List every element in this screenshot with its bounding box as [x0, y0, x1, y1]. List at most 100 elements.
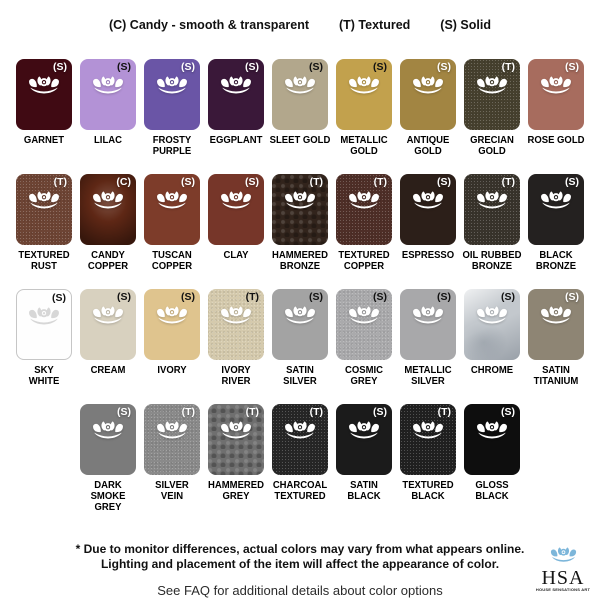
disclaimer-line-1: * Due to monitor differences, actual col… [75, 542, 525, 556]
swatch-satin-titanium: (S) [528, 289, 584, 360]
legend-textured: (T) Textured [339, 18, 411, 32]
finish-type-letter: (S) [565, 61, 579, 73]
finish-type-letter: (S) [53, 61, 67, 73]
swatch-silver-vein: (T) [144, 404, 200, 475]
lotus-icon [284, 305, 316, 326]
swatch-cell-dark-smoke-grey: (S) DARK SMOKE GREY [80, 404, 136, 519]
swatch-cell-cosmic-grey: (S) COSMIC GREY [336, 289, 392, 404]
swatch-hammered-bronze: (T) [272, 174, 328, 245]
swatch-cell-satin-titanium: (S) SATIN TITANIUM [528, 289, 584, 404]
lotus-icon [412, 190, 444, 211]
swatch-label: GRECIAN GOLD [470, 135, 514, 157]
finish-type-letter: (S) [565, 176, 579, 188]
hsa-logo: HSA HOUSE SENSATIONS ART [531, 546, 595, 592]
swatch-cell-ivory-river: (T) IVORY RIVER [208, 289, 264, 404]
swatch-charcoal-textured: (T) [272, 404, 328, 475]
swatch-candy-copper: (C) [80, 174, 136, 245]
lotus-icon [348, 190, 380, 211]
lotus-icon [220, 420, 252, 441]
swatch-cell-hammered-grey: (T) HAMMERED GREY [208, 404, 264, 519]
swatch-label: GARNET [23, 135, 65, 146]
swatch-label: IVORY RIVER [221, 365, 251, 387]
swatch-cell-satin-black: (S) SATIN BLACK [336, 404, 392, 519]
swatch-antique-gold: (S) [400, 59, 456, 130]
finish-type-letter: (S) [117, 406, 131, 418]
lotus-icon [348, 305, 380, 326]
swatch-cell-eggplant: (S) EGGPLANT [208, 59, 264, 174]
finish-type-letter: (T) [437, 406, 451, 418]
lotus-icon [156, 190, 188, 211]
swatch-cell-grecian-gold: (T) GRECIAN GOLD [464, 59, 520, 174]
swatch-label: FROSTY PURPLE [152, 135, 192, 157]
swatch-label: ROSE GOLD [527, 135, 585, 146]
finish-type-letter: (T) [53, 176, 67, 188]
swatch-row-3: (S) SKY WHITE (S) CREAM (S) IVORY (T) IVO… [0, 289, 600, 404]
finish-type-letter: (S) [52, 292, 66, 304]
swatch-cell-lilac: (S) LILAC [80, 59, 136, 174]
swatch-label: GLOSS BLACK [475, 480, 509, 502]
swatch-label: SLEET GOLD [269, 135, 331, 146]
swatch-cell-candy-copper: (C) CANDY COPPER [80, 174, 136, 289]
swatch-eggplant: (S) [208, 59, 264, 130]
swatch-cell-charcoal-textured: (T) CHARCOAL TEXTURED [272, 404, 328, 519]
lotus-icon [284, 190, 316, 211]
swatch-label: ESPRESSO [401, 250, 455, 261]
swatch-gloss-black: (S) [464, 404, 520, 475]
swatch-tuscan-copper: (S) [144, 174, 200, 245]
lotus-icon [284, 75, 316, 96]
finish-type-letter: (S) [117, 291, 131, 303]
lotus-icon [476, 420, 508, 441]
finish-type-letter: (T) [245, 406, 259, 418]
swatch-cell-silver-vein: (T) SILVER VEIN [144, 404, 200, 519]
finish-type-letter: (T) [245, 291, 259, 303]
lotus-icon [28, 190, 60, 211]
hsa-tagline: HOUSE SENSATIONS ART [535, 587, 591, 592]
lotus-icon [476, 75, 508, 96]
lotus-icon [220, 190, 252, 211]
finish-type-letter: (S) [437, 291, 451, 303]
swatch-row-1: (S) GARNET (S) LILAC (S) FROSTY PURPLE (S… [0, 59, 600, 174]
swatch-label: HAMMERED GREY [208, 480, 264, 502]
finish-type-letter: (T) [501, 61, 515, 73]
lotus-icon [540, 190, 572, 211]
swatch-label: SKY WHITE [28, 365, 60, 387]
lotus-icon [540, 305, 572, 326]
swatch-label: CREAM [90, 365, 126, 376]
swatch-rose-gold: (S) [528, 59, 584, 130]
swatch-cell-textured-rust: (T) TEXTURED RUST [16, 174, 72, 289]
finish-type-letter: (S) [373, 406, 387, 418]
swatch-label: SATIN SILVER [283, 365, 317, 387]
lotus-icon [28, 306, 60, 327]
finish-type-letter: (S) [373, 291, 387, 303]
lotus-icon [348, 75, 380, 96]
swatch-cell-oil-rubbed-bronze: (T) OIL RUBBED BRONZE [463, 174, 521, 289]
legend-solid: (S) Solid [440, 18, 491, 32]
lotus-icon [284, 420, 316, 441]
finish-type-letter: (T) [373, 176, 387, 188]
lotus-icon [540, 75, 572, 96]
finish-type-letter: (S) [373, 61, 387, 73]
finish-type-letter: (S) [245, 61, 259, 73]
lotus-icon [476, 190, 508, 211]
finish-type-letter: (T) [309, 406, 323, 418]
finish-type-letter: (S) [245, 176, 259, 188]
swatch-cell-espresso: (S) ESPRESSO [400, 174, 456, 289]
swatch-cell-frosty-purple: (S) FROSTY PURPLE [144, 59, 200, 174]
swatch-label: BLACK BRONZE [535, 250, 577, 272]
swatch-label: CLAY [223, 250, 249, 261]
swatch-cream: (S) [80, 289, 136, 360]
finish-type-letter: (T) [181, 406, 195, 418]
lotus-icon [28, 75, 60, 96]
swatch-hammered-grey: (T) [208, 404, 264, 475]
swatch-cell-sleet-gold: (S) SLEET GOLD [269, 59, 331, 174]
swatch-satin-silver: (S) [272, 289, 328, 360]
finish-type-letter: (C) [116, 176, 131, 188]
lotus-icon [412, 75, 444, 96]
swatch-cell-garnet: (S) GARNET [16, 59, 72, 174]
finish-type-letter: (T) [309, 176, 323, 188]
swatch-garnet: (S) [16, 59, 72, 130]
swatch-satin-black: (S) [336, 404, 392, 475]
swatch-chrome: (S) [464, 289, 520, 360]
swatch-espresso: (S) [400, 174, 456, 245]
